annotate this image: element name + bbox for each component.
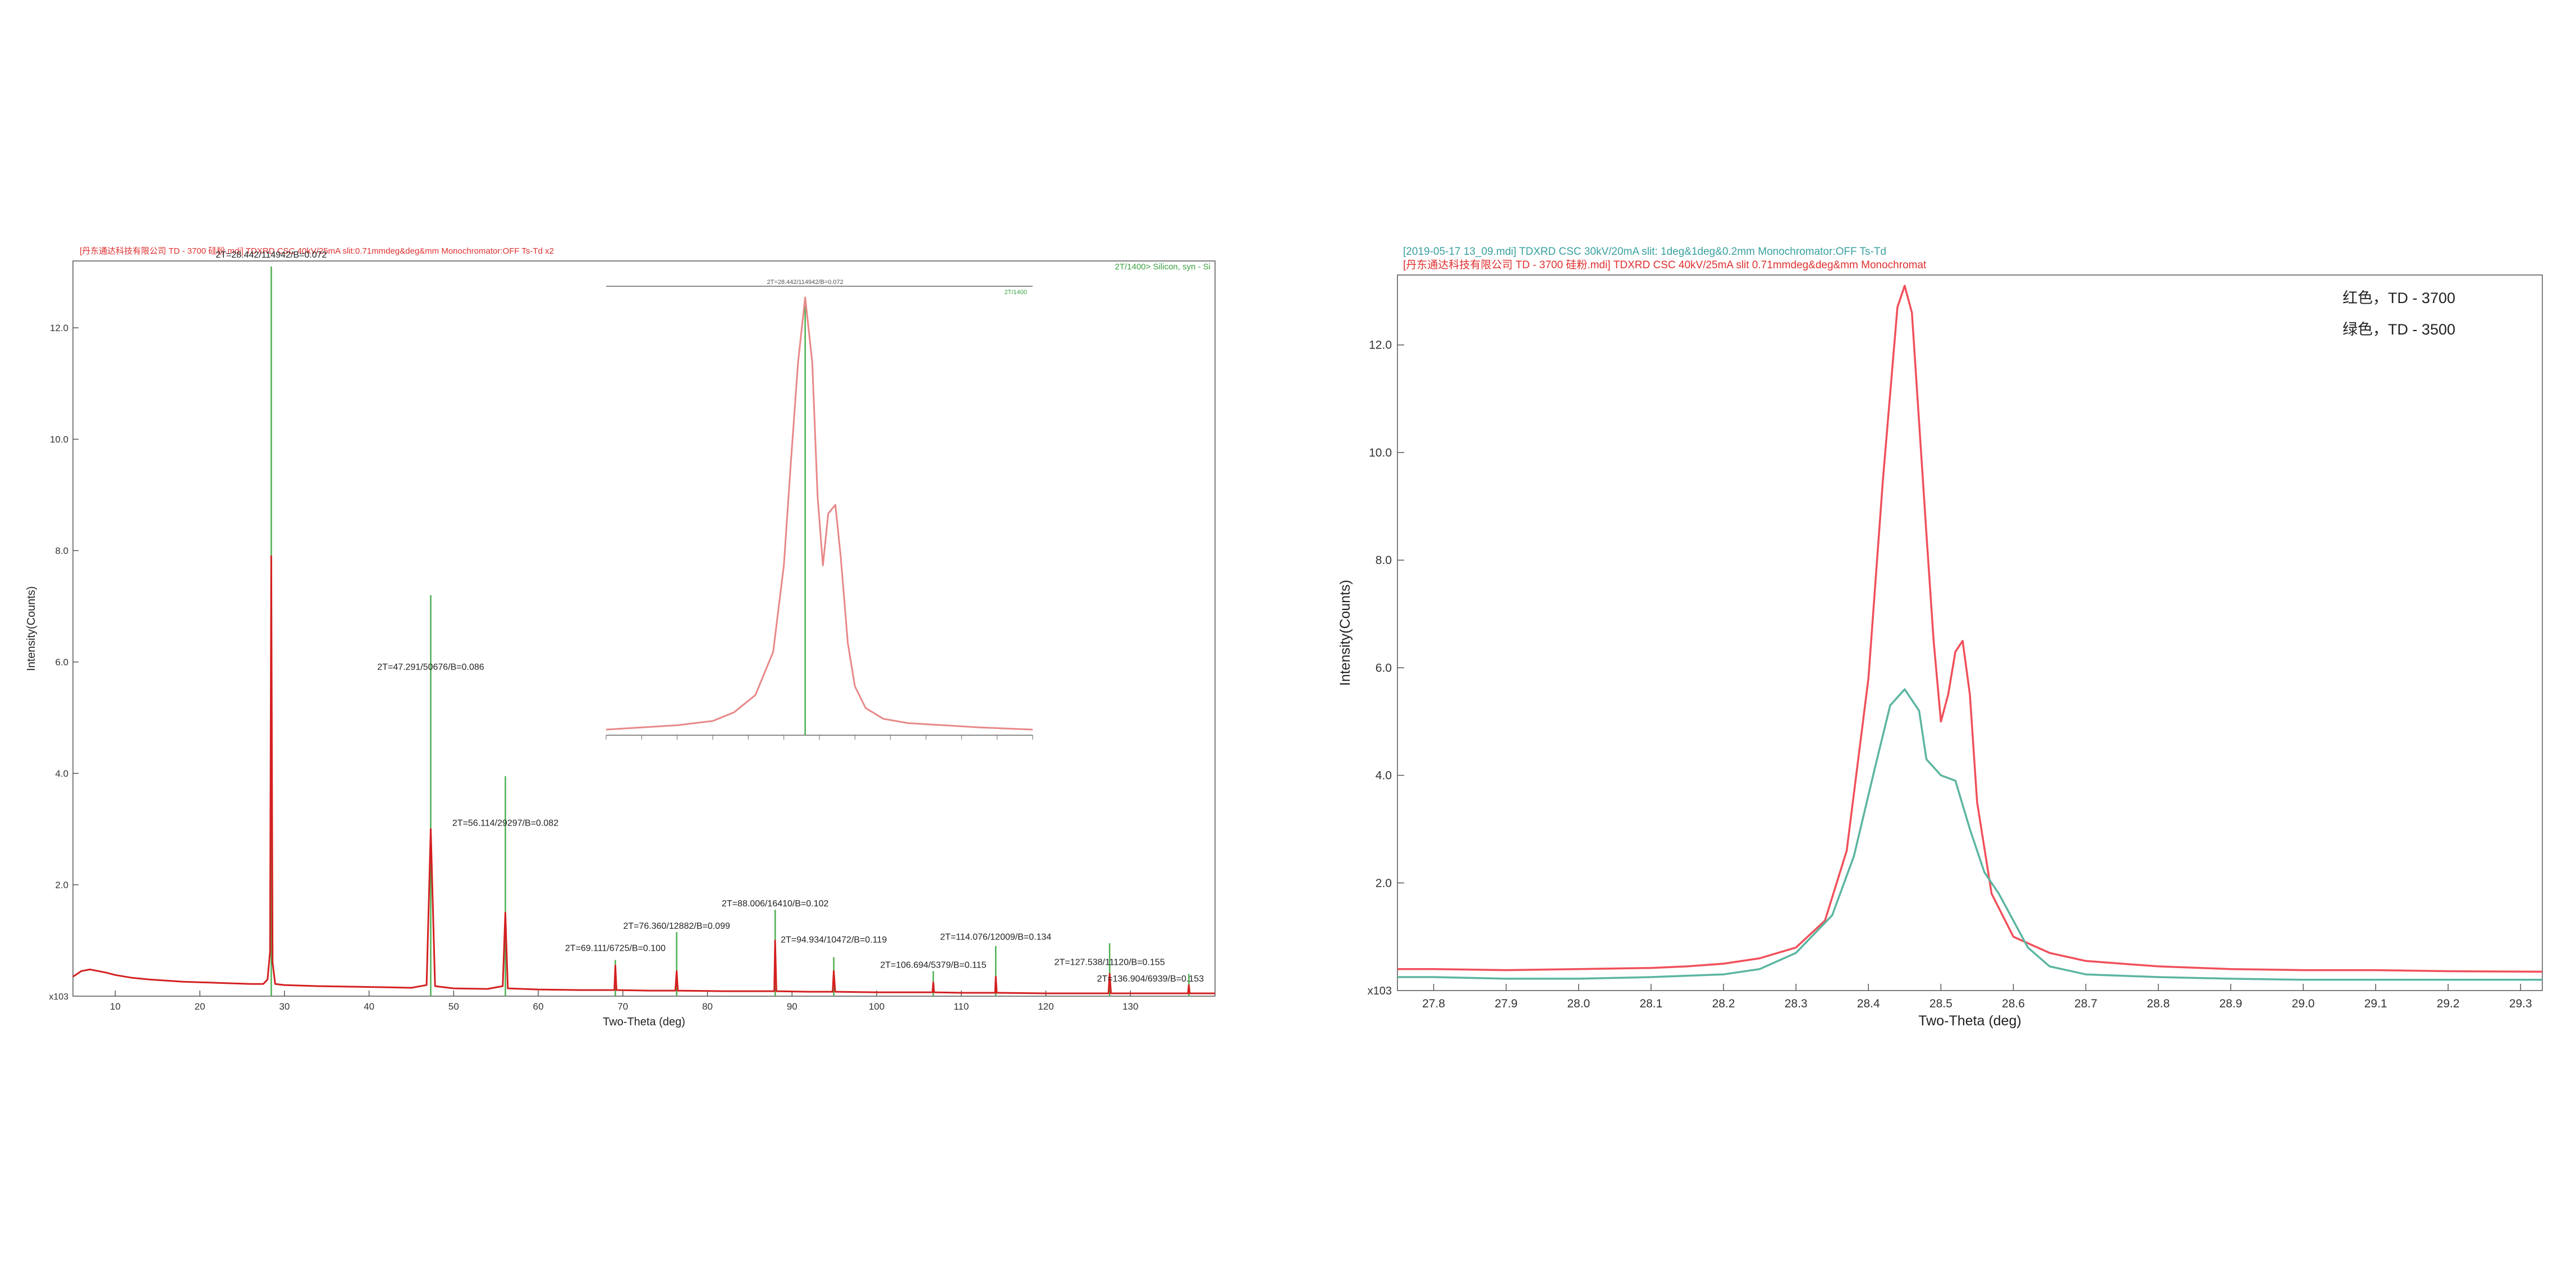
right-chart-panel: [2019-05-17 13_09.mdi] TDXRD CSC 30kV/20… [1308, 213, 2576, 1089]
y-tick-label: 6.0 [1376, 662, 1392, 675]
legend-entry: 红色，TD - 3700 [2343, 290, 2455, 306]
left-chart-panel: [丹东通达科技有限公司 TD - 3700 硅粉.mdi] TDXRD CSC … [0, 213, 1240, 1089]
x-tick-label: 40 [364, 1001, 374, 1012]
plot-frame [72, 260, 1216, 997]
x-tick-label: 90 [787, 1001, 797, 1012]
x-tick-label: 27.8 [1422, 997, 1445, 1010]
x-tick-label: 120 [1038, 1001, 1053, 1012]
x-tick-label: 28.3 [1785, 997, 1808, 1010]
x-tick-label: 20 [195, 1001, 205, 1012]
peak-annotation: 2T=56.114/29297/B=0.082 [452, 818, 558, 828]
y-axis-label: Intensity(Counts) [1337, 580, 1353, 686]
y-tick-label: 6.0 [55, 657, 68, 668]
y-tick-label: 10.0 [50, 434, 68, 445]
chart-header: [丹东通达科技有限公司 TD - 3700 硅粉.mdi] TDXRD CSC … [80, 246, 554, 256]
x-tick-label: 28.8 [2147, 997, 2170, 1010]
x-tick-label: 110 [954, 1001, 969, 1012]
x-tick-label: 28.0 [1567, 997, 1590, 1010]
x-tick-label: 28.7 [2074, 997, 2097, 1010]
x-tick-label: 30 [279, 1001, 290, 1012]
series-line-red [1397, 285, 2543, 973]
x-axis-label: Two-Theta (deg) [1918, 1013, 2021, 1029]
peak-annotation: 2T=69.111/6725/B=0.100 [565, 944, 666, 954]
y-tick-label: 10.0 [1369, 446, 1392, 459]
y-tick-label: 8.0 [1376, 554, 1392, 567]
y-tick-label: 4.0 [55, 768, 68, 779]
x-tick-label: 28.2 [1712, 997, 1735, 1010]
chart-header-line-2: [丹东通达科技有限公司 TD - 3700 硅粉.mdi] TDXRD CSC … [1403, 259, 1927, 271]
x-tick-label: 130 [1122, 1001, 1138, 1012]
x-tick-label: 28.6 [2002, 997, 2025, 1010]
x-tick-label: 29.3 [2509, 997, 2532, 1010]
x-tick-label: 27.9 [1495, 997, 1518, 1010]
x-tick-label: 28.1 [1639, 997, 1662, 1010]
x-tick-label: 60 [533, 1001, 544, 1012]
x-tick-label: 29.1 [2364, 997, 2387, 1010]
y-multiplier-label: x103 [1368, 985, 1392, 997]
series-line-green [1397, 688, 2542, 981]
inset-header-text: 2T=28.442/114942/B=0.072 [767, 279, 844, 286]
plot-frame [1397, 274, 2543, 991]
legend-entry: 绿色，TD - 3500 [2343, 321, 2455, 338]
peak-annotation: 2T=94.934/10472/B=0.119 [781, 936, 887, 945]
x-tick-label: 70 [617, 1001, 628, 1012]
peak-annotation: 2T=106.694/5379/B=0.115 [880, 960, 986, 970]
y-tick-label: 12.0 [1369, 339, 1392, 352]
x-tick-label: 29.0 [2291, 997, 2314, 1010]
y-tick-label: 8.0 [55, 546, 68, 556]
x-tick-label: 100 [869, 1001, 884, 1012]
x-tick-label: 50 [448, 1001, 459, 1012]
series-line [72, 555, 1215, 994]
peak-annotation: 2T=136.904/6939/B=0.153 [1097, 974, 1204, 984]
peak-annotation: 2T=47.291/50676/B=0.086 [377, 662, 484, 672]
x-tick-label: 28.4 [1857, 997, 1880, 1010]
y-tick-label: 2.0 [1376, 877, 1392, 890]
peak-annotation: 2T=88.006/16410/B=0.102 [722, 899, 828, 909]
x-tick-label: 10 [110, 1001, 121, 1012]
y-axis-label: Intensity(Counts) [25, 586, 38, 671]
peak-annotation: 2T=127.538/11120/B=0.155 [1055, 957, 1165, 967]
right-xrd-comparison-chart: [2019-05-17 13_09.mdi] TDXRD CSC 30kV/20… [1337, 246, 2543, 1029]
left-xrd-chart: [丹东通达科技有限公司 TD - 3700 硅粉.mdi] TDXRD CSC … [25, 246, 1216, 1028]
x-tick-label: 28.5 [1929, 997, 1952, 1010]
inset-corner-text: 2T/1400 [1005, 289, 1027, 296]
peak-annotation: 2T=76.360/12882/B=0.099 [623, 922, 730, 931]
y-multiplier-label: x103 [49, 992, 68, 1002]
y-tick-label: 4.0 [1376, 769, 1392, 782]
x-tick-label: 80 [702, 1001, 713, 1012]
y-tick-label: 2.0 [55, 880, 68, 891]
legend-note: 2T/1400> Silicon, syn - Si [1115, 262, 1211, 272]
inset-series-line [606, 296, 1033, 731]
peak-annotation: 2T=28.442/114942/B=0.072 [216, 250, 327, 260]
x-tick-label: 29.2 [2437, 997, 2460, 1010]
y-tick-label: 12.0 [50, 323, 68, 333]
x-tick-label: 28.9 [2219, 997, 2242, 1010]
chart-header-line-1: [2019-05-17 13_09.mdi] TDXRD CSC 30kV/20… [1403, 246, 1886, 258]
peak-annotation: 2T=114.076/12009/B=0.134 [940, 933, 1051, 942]
x-axis-label: Two-Theta (deg) [603, 1016, 685, 1028]
